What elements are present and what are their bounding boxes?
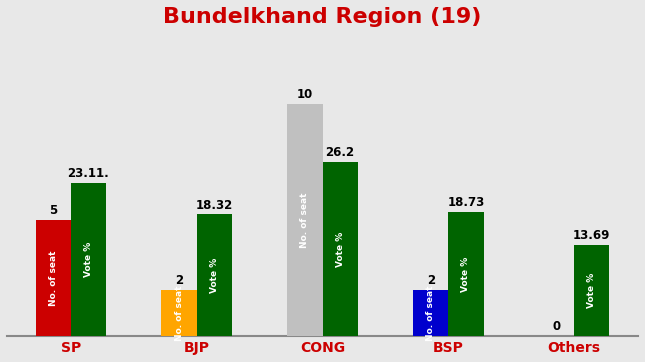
Text: Vote %: Vote %	[461, 256, 470, 291]
Text: 18.32: 18.32	[195, 199, 233, 212]
Text: No. of seat: No. of seat	[175, 285, 184, 341]
Bar	[413, 290, 448, 336]
Title: Bundelkhand Region (19): Bundelkhand Region (19)	[163, 7, 482, 27]
Text: 13.69: 13.69	[573, 230, 610, 243]
Text: No. of seat: No. of seat	[426, 285, 435, 341]
Bar	[322, 162, 358, 336]
Text: 23.11.: 23.11.	[68, 167, 110, 180]
Bar	[448, 212, 484, 336]
Bar	[71, 182, 106, 336]
Text: Vote %: Vote %	[210, 258, 219, 293]
Text: 0: 0	[553, 320, 561, 333]
Text: Vote %: Vote %	[587, 273, 596, 308]
Text: Vote %: Vote %	[335, 231, 344, 267]
Text: 5: 5	[49, 204, 57, 217]
Text: 2: 2	[175, 274, 183, 287]
Bar	[161, 290, 197, 336]
Bar	[574, 245, 610, 336]
Bar	[287, 104, 322, 336]
Text: 26.2: 26.2	[326, 146, 355, 159]
Text: Vote %: Vote %	[84, 242, 93, 277]
Text: 2: 2	[426, 274, 435, 287]
Bar	[35, 220, 71, 336]
Bar	[197, 214, 232, 336]
Text: No. of seat: No. of seat	[301, 192, 310, 248]
Text: 18.73: 18.73	[448, 196, 484, 209]
Text: 10: 10	[297, 88, 313, 101]
Text: No. of seat: No. of seat	[49, 251, 58, 306]
